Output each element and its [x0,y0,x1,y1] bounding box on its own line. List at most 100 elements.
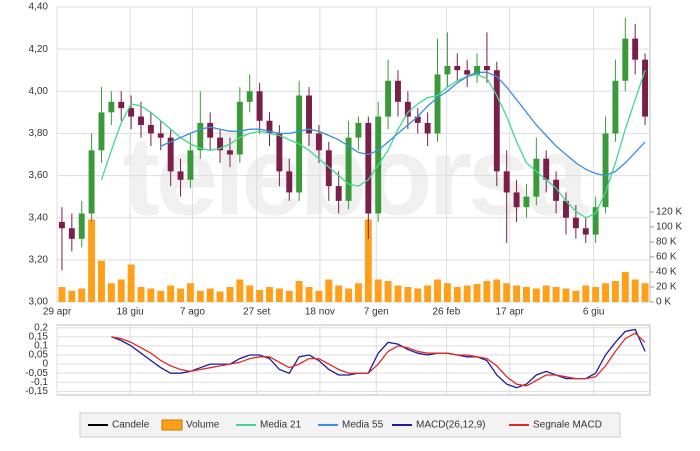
volume-bar [394,285,402,302]
candle-body [602,133,609,208]
legend-label: Candele [112,420,150,431]
y-tick-label: -0,1 [31,377,49,388]
volume-bar [325,279,333,302]
x-tick-label: 7 gen [364,307,389,318]
volume-bar [78,288,86,302]
candle-body [424,122,431,134]
volume-bar [641,283,649,302]
volume-bar [345,288,353,302]
line-series [160,71,646,177]
x-tick-label: 6 giu [583,307,605,318]
y-tick-label: 0,05 [29,350,49,361]
candle-body [118,101,125,109]
candle-body [622,38,629,81]
candle-body [553,179,560,201]
y-tick-label: 4,40 [29,2,49,13]
volume-bar [107,283,115,302]
x-tick-label: 18 giu [117,307,144,318]
y-tick-label: 0 [42,359,48,370]
volume-bar [463,285,471,302]
candle-body [474,66,481,75]
y2-tick-label: 20 K [656,282,677,293]
candle-body [197,122,204,151]
candle-body [434,74,441,134]
volume-bar [572,290,580,302]
candle-body [493,70,500,172]
candle-body [454,66,461,71]
candle-body [236,101,243,155]
candle-body [68,228,75,239]
candle-body [128,108,135,117]
candle-body [523,196,530,208]
candle-body [543,158,550,180]
candle-body [592,207,599,235]
y2-tick-label: 40 K [656,267,677,278]
volume-bar [68,290,76,302]
candle-body [286,171,293,193]
candle-body [167,137,174,172]
y2-tick-label: 100 K [656,222,682,233]
candle-body [414,116,421,123]
candle-body [365,122,372,214]
candle-body [256,91,263,121]
volume-bar [503,283,511,302]
volume-bar [157,290,165,302]
y-tick-label: 3,80 [29,128,49,139]
volume-bar [414,288,422,302]
candle-body [78,213,85,239]
legend-label: MACD(26,12,9) [416,420,485,431]
candle-body [444,66,451,75]
volume-bar [246,285,254,302]
y-tick-label: -0,05 [25,368,48,379]
line-series [111,332,646,387]
volume-bar [443,283,451,302]
volume-bar [552,286,560,302]
y2-tick-label: 0 K [656,297,671,308]
candle-body [315,133,322,151]
volume-bar [196,290,204,302]
line-series [111,328,646,389]
candle-body [157,133,164,138]
volume-bar [453,286,461,302]
plot-frame [56,324,651,396]
x-tick-label: 17 apr [495,307,524,318]
y-tick-label: 4,20 [29,44,49,55]
candle-body [503,171,510,193]
y-tick-label: 3,60 [29,170,49,181]
legend-label: Segnale MACD [533,420,602,431]
x-tick-label: 29 apr [43,307,72,318]
candle-body [98,112,105,151]
candle-body [217,137,224,151]
y2-tick-label: 60 K [656,252,677,263]
candle-body [266,120,273,134]
volume-bar [434,279,441,302]
y-tick-label: 3,20 [29,254,49,265]
candle-body [483,66,490,71]
candle-body [108,101,115,113]
candle-body [187,150,194,180]
candle-body [207,122,214,138]
volume-bar [483,280,491,302]
candle-body [177,171,184,180]
x-tick-label: 18 nov [305,307,335,318]
volume-bar [206,288,214,302]
candle-body [513,192,520,208]
volume-bar [602,283,609,302]
volume-bar [631,279,639,302]
candle-body [345,137,352,201]
candle-body [632,38,639,60]
candle-body [147,125,154,134]
volume-bar [186,283,194,302]
candle-body [572,217,579,229]
candle-body [582,228,589,235]
volume-bar [295,280,303,302]
x-tick-label: 26 feb [432,307,460,318]
volume-bar [374,279,382,302]
volume-bar [562,288,570,302]
volume-bar [473,283,481,302]
volume-bar [256,289,264,302]
volume-bar [285,290,293,302]
volume-bar [592,286,600,302]
y-tick-label: 0,15 [29,331,49,342]
